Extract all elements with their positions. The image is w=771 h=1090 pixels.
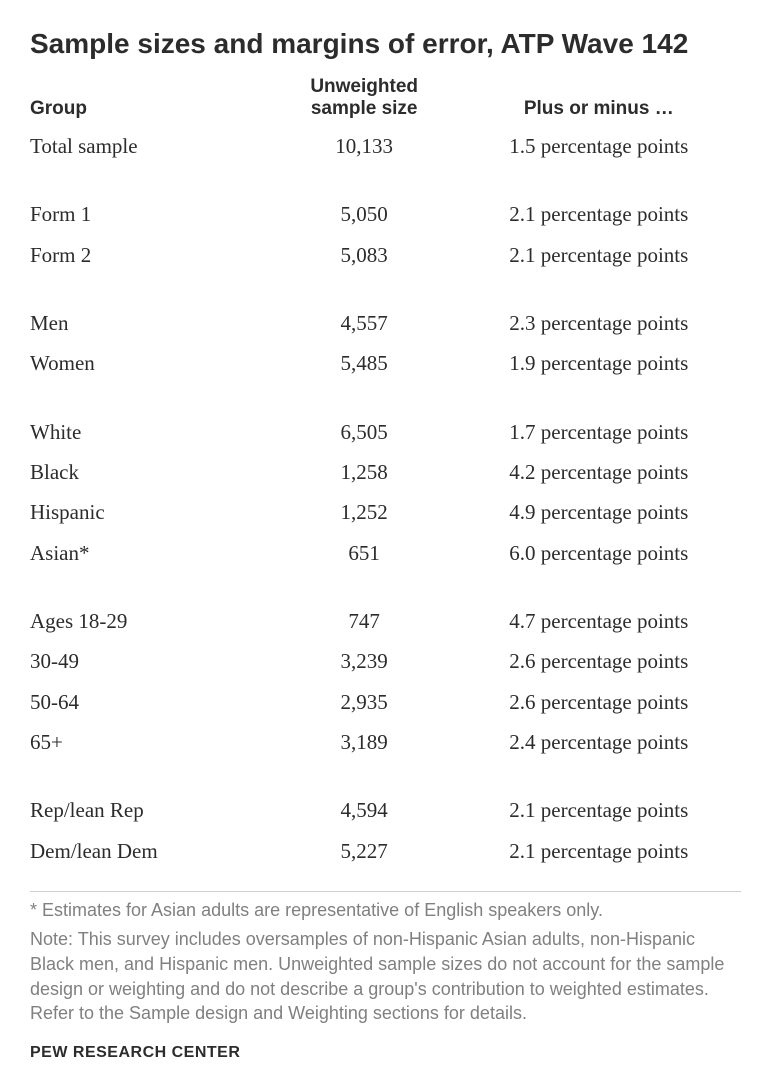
footnotes: * Estimates for Asian adults are represe… bbox=[30, 891, 741, 1026]
cell-group: 30-49 bbox=[30, 641, 272, 681]
spacer-row bbox=[30, 166, 741, 194]
cell-moe: 2.3 percentage points bbox=[457, 303, 741, 343]
cell-moe: 2.6 percentage points bbox=[457, 682, 741, 722]
table-row: Form 25,0832.1 percentage points bbox=[30, 235, 741, 275]
footnote-line: * Estimates for Asian adults are represe… bbox=[30, 898, 741, 923]
cell-size: 5,485 bbox=[272, 343, 457, 383]
col-header-size-line1: Unweighted bbox=[310, 76, 418, 97]
cell-moe: 4.9 percentage points bbox=[457, 492, 741, 532]
cell-size: 10,133 bbox=[272, 126, 457, 166]
table-row: Form 15,0502.1 percentage points bbox=[30, 194, 741, 234]
cell-moe: 2.6 percentage points bbox=[457, 641, 741, 681]
cell-moe: 4.2 percentage points bbox=[457, 452, 741, 492]
cell-size: 5,083 bbox=[272, 235, 457, 275]
table-row: White6,5051.7 percentage points bbox=[30, 412, 741, 452]
spacer-row bbox=[30, 275, 741, 303]
cell-size: 5,227 bbox=[272, 831, 457, 871]
cell-group: Rep/lean Rep bbox=[30, 790, 272, 830]
cell-size: 747 bbox=[272, 601, 457, 641]
cell-size: 651 bbox=[272, 533, 457, 573]
table-row: 65+3,1892.4 percentage points bbox=[30, 722, 741, 762]
table-row: Black1,2584.2 percentage points bbox=[30, 452, 741, 492]
cell-group: Women bbox=[30, 343, 272, 383]
cell-group: Form 2 bbox=[30, 235, 272, 275]
table-row: Ages 18-297474.7 percentage points bbox=[30, 601, 741, 641]
source-attribution: PEW RESEARCH CENTER bbox=[30, 1044, 741, 1062]
table-row: Men4,5572.3 percentage points bbox=[30, 303, 741, 343]
cell-group: 65+ bbox=[30, 722, 272, 762]
cell-size: 5,050 bbox=[272, 194, 457, 234]
cell-moe: 1.5 percentage points bbox=[457, 126, 741, 166]
table-row: 50-642,9352.6 percentage points bbox=[30, 682, 741, 722]
cell-size: 3,189 bbox=[272, 722, 457, 762]
cell-moe: 1.7 percentage points bbox=[457, 412, 741, 452]
cell-group: Asian* bbox=[30, 533, 272, 573]
cell-size: 3,239 bbox=[272, 641, 457, 681]
table-row: Women5,4851.9 percentage points bbox=[30, 343, 741, 383]
cell-size: 4,557 bbox=[272, 303, 457, 343]
cell-group: Hispanic bbox=[30, 492, 272, 532]
table-row: Dem/lean Dem5,2272.1 percentage points bbox=[30, 831, 741, 871]
cell-group: Black bbox=[30, 452, 272, 492]
table-row: Asian*6516.0 percentage points bbox=[30, 533, 741, 573]
cell-group: Dem/lean Dem bbox=[30, 831, 272, 871]
cell-moe: 2.1 percentage points bbox=[457, 790, 741, 830]
cell-group: 50-64 bbox=[30, 682, 272, 722]
cell-moe: 1.9 percentage points bbox=[457, 343, 741, 383]
footnote-line: Note: This survey includes oversamples o… bbox=[30, 927, 741, 1026]
cell-size: 1,258 bbox=[272, 452, 457, 492]
cell-size: 4,594 bbox=[272, 790, 457, 830]
spacer-row bbox=[30, 384, 741, 412]
cell-group: Form 1 bbox=[30, 194, 272, 234]
cell-group: Ages 18-29 bbox=[30, 601, 272, 641]
cell-group: Total sample bbox=[30, 126, 272, 166]
spacer-row bbox=[30, 573, 741, 601]
cell-moe: 2.1 percentage points bbox=[457, 235, 741, 275]
cell-group: Men bbox=[30, 303, 272, 343]
cell-size: 6,505 bbox=[272, 412, 457, 452]
table-row: Rep/lean Rep4,5942.1 percentage points bbox=[30, 790, 741, 830]
sample-table: Group Unweighted sample size Plus or min… bbox=[30, 72, 741, 871]
page-title: Sample sizes and margins of error, ATP W… bbox=[30, 28, 741, 60]
spacer-row bbox=[30, 762, 741, 790]
cell-size: 1,252 bbox=[272, 492, 457, 532]
header-row: Group Unweighted sample size Plus or min… bbox=[30, 72, 741, 126]
col-header-moe: Plus or minus … bbox=[457, 72, 741, 126]
cell-moe: 6.0 percentage points bbox=[457, 533, 741, 573]
cell-moe: 2.1 percentage points bbox=[457, 831, 741, 871]
col-header-size-line2: sample size bbox=[311, 98, 418, 119]
cell-moe: 2.1 percentage points bbox=[457, 194, 741, 234]
col-header-size: Unweighted sample size bbox=[272, 72, 457, 126]
table-row: 30-493,2392.6 percentage points bbox=[30, 641, 741, 681]
table-row: Total sample10,1331.5 percentage points bbox=[30, 126, 741, 166]
cell-size: 2,935 bbox=[272, 682, 457, 722]
table-row: Hispanic1,2524.9 percentage points bbox=[30, 492, 741, 532]
cell-group: White bbox=[30, 412, 272, 452]
cell-moe: 4.7 percentage points bbox=[457, 601, 741, 641]
col-header-group: Group bbox=[30, 72, 272, 126]
cell-moe: 2.4 percentage points bbox=[457, 722, 741, 762]
